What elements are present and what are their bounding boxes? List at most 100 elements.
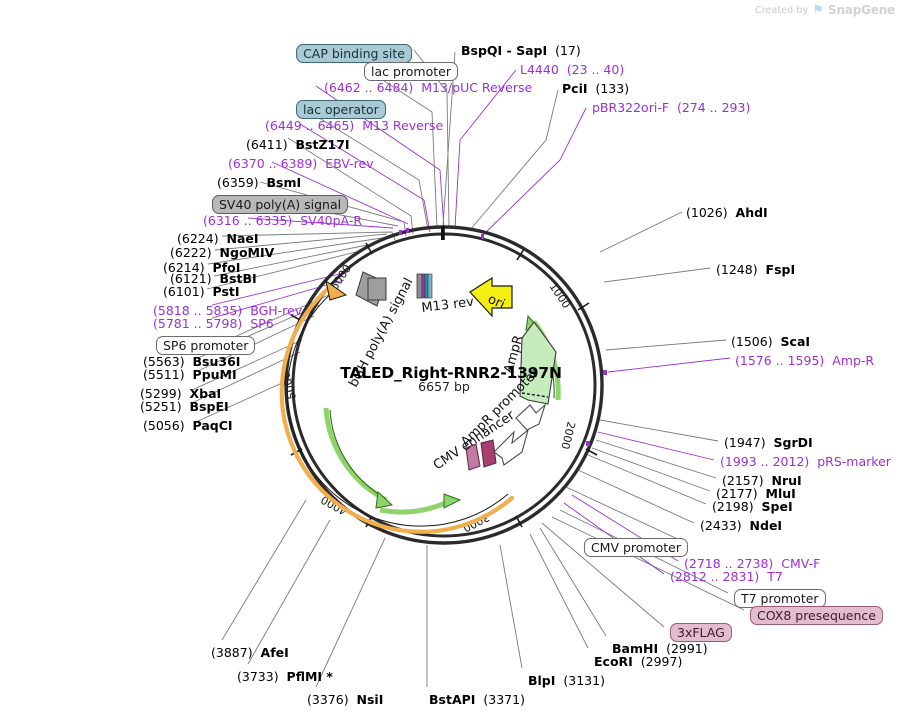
annotation-name: BspEI [189,399,229,414]
annotation-ecori[interactable]: EcoRI (2997) [594,655,682,669]
annotation-name: BstAPI [429,692,476,707]
annotation-nsii[interactable]: (3376) NsiI [307,693,383,707]
annotation-naei[interactable]: (6224) NaeI [177,232,259,246]
annotation-paqci[interactable]: (5056) PaqCI [143,419,233,433]
annotation-position: (5299) [140,386,182,401]
annotation-position: (5251) [140,399,182,414]
annotation-position: (23 .. 40) [566,62,625,77]
annotation-sp6[interactable]: (5781 .. 5798) SP6 [153,317,274,331]
annotation-name: EBV-rev [325,156,374,171]
orange-feature-arc-outline [286,290,509,527]
annotation-bsmi[interactable]: (6359) BsmI [217,176,301,190]
annotation-position: (3376) [307,692,349,707]
annotation-name: BstZ17I [295,137,350,152]
feature-badge-lac-promoter[interactable]: lac promoter [364,62,458,81]
annotation-position: (6101) [163,284,205,299]
annotation-bsu36i[interactable]: (5563) Bsu36I [143,355,240,369]
feature-badge-cox8-presequence[interactable]: COX8 presequence [750,606,883,625]
annotation-name: EcoRI [594,654,633,669]
orange-feature-arc [279,284,515,534]
annotation-t7[interactable]: (2812 .. 2831) T7 [670,570,783,584]
annotation-position: (2433) [700,518,742,533]
feature-badge-sp6-promoter[interactable]: SP6 promoter [156,336,256,355]
annotation-ndei[interactable]: (2433) NdeI [700,519,782,533]
feature-mcs-cluster: M13 rev [367,273,475,316]
annotation-ahdi[interactable]: (1026) AhdI [686,206,768,220]
annotation-prs-marker[interactable]: (1993 .. 2012) pRS-marker [720,455,891,469]
annotation-afei[interactable]: (3887) AfeI [211,646,289,660]
annotation-m13-puc-reverse[interactable]: (6462 .. 6484) M13/pUC Reverse [324,81,532,95]
annotation-ngomiv[interactable]: (6222) NgoMIV [170,246,274,260]
annotation-position: (2991) [666,641,708,656]
annotation-sgrdi[interactable]: (1947) SgrDI [724,436,813,450]
feature-badge-cap-binding-site[interactable]: CAP binding site [296,44,412,63]
leader-lines-top-primers [454,69,587,237]
annotation-pcii[interactable]: PciI (133) [562,82,629,96]
annotation-fspi[interactable]: (1248) FspI [716,263,795,277]
annotation-name: pBR322ori-F [592,100,670,115]
annotation-m13-reverse[interactable]: (6449 .. 6465) M13 Reverse [265,119,443,133]
annotation-mlui[interactable]: (2177) MluI [716,487,796,501]
ruler-tick-1000: 1000 [547,280,573,310]
annotation-position: (2198) [712,499,754,514]
feature-badge-3xflag[interactable]: 3xFLAG [670,623,732,642]
annotation-ebv-rev[interactable]: (6370 .. 6389) EBV-rev [228,157,374,171]
plasmid-size: 6657 bp [418,379,470,394]
annotation-position: (5511) [143,367,185,382]
annotation-cmv-f[interactable]: (2718 .. 2738) CMV-F [684,557,820,571]
annotation-bstz17i[interactable]: (6411) BstZ17I [246,138,350,152]
annotation-ppumi[interactable]: (5511) PpuMI [143,368,237,382]
annotation-bstbi[interactable]: (6121) BstBI [170,272,257,286]
annotation-bamhi[interactable]: BamHI (2991) [612,642,708,656]
green-arc-1-outline [329,409,383,497]
leader-lines-bottom [221,499,607,688]
green-arc-1-arrowhead [375,490,394,509]
annotation-name: ScaI [780,334,811,349]
annotation-bstapi[interactable]: BstAPI (3371) [429,693,525,707]
annotation-name: M13/pUC Reverse [421,80,533,95]
annotation-name: M13 Reverse [362,118,444,133]
annotation-name: SP6 [250,316,274,331]
annotation-position: (6449 .. 6465) [265,118,355,133]
annotation-position: (17) [555,43,581,58]
annotation-position: (1947) [724,435,766,450]
annotation-bspqi-sapi[interactable]: BspQI - SapI (17) [461,44,581,58]
annotation-position: (6370 .. 6389) [228,156,318,171]
annotation-bgh-rev[interactable]: (5818 .. 5835) BGH-rev [153,304,302,318]
annotation-scai[interactable]: (1506) ScaI [731,335,810,349]
annotation-pflmi[interactable]: (3733) PflMI * [237,670,333,684]
annotation-name: NdeI [749,518,783,533]
feature-badge-t7-promoter[interactable]: T7 promoter [734,589,826,608]
annotation-pfoi[interactable]: (6214) PfoI [163,261,240,275]
feature-badge-lac-operator[interactable]: lac operator [296,100,386,119]
annotation-position: (2997) [640,654,683,669]
annotation-spei[interactable]: (2198) SpeI [712,500,793,514]
annotation-position: (1576 .. 1595) [735,353,825,368]
annotation-l4440[interactable]: L4440 (23 .. 40) [520,63,624,77]
feature-badge-sv40-polya[interactable]: SV40 poly(A) signal [212,195,349,214]
feature-ori: ori [469,276,513,318]
annotation-name: PstI [212,284,240,299]
annotation-pbr322ori-f[interactable]: pBR322ori-F (274 .. 293) [592,101,750,115]
annotation-name: XbaI [189,386,222,401]
annotation-position: (3371) [483,692,525,707]
annotation-name: NsiI [356,692,384,707]
annotation-bspei[interactable]: (5251) BspEI [140,400,229,414]
annotation-name: Amp-R [832,353,875,368]
annotation-xbai[interactable]: (5299) XbaI [140,387,221,401]
annotation-nrui[interactable]: (2157) NruI [722,474,802,488]
annotation-position: (2718 .. 2738) [684,556,774,571]
annotation-position: (3887) [211,645,253,660]
annotation-sv40pa-r[interactable]: (6316 .. 6335) SV40pA-R [203,214,362,228]
annotation-name: SpeI [761,499,793,514]
annotation-position: (5818 .. 5835) [153,303,243,318]
annotation-name: T7 [767,569,783,584]
feature-badge-cmv-promoter[interactable]: CMV promoter [583,538,688,557]
annotation-amp-r[interactable]: (1576 .. 1595) Amp-R [735,354,874,368]
annotation-psti[interactable]: (6101) PstI [163,285,240,299]
ruler-tick-2000: 2000 [558,420,577,450]
backbone-feature-ticks [399,226,607,446]
annotation-name: PfoI [212,260,241,275]
annotation-blpi[interactable]: BlpI (3131) [528,674,605,688]
annotation-position: (1026) [686,205,728,220]
